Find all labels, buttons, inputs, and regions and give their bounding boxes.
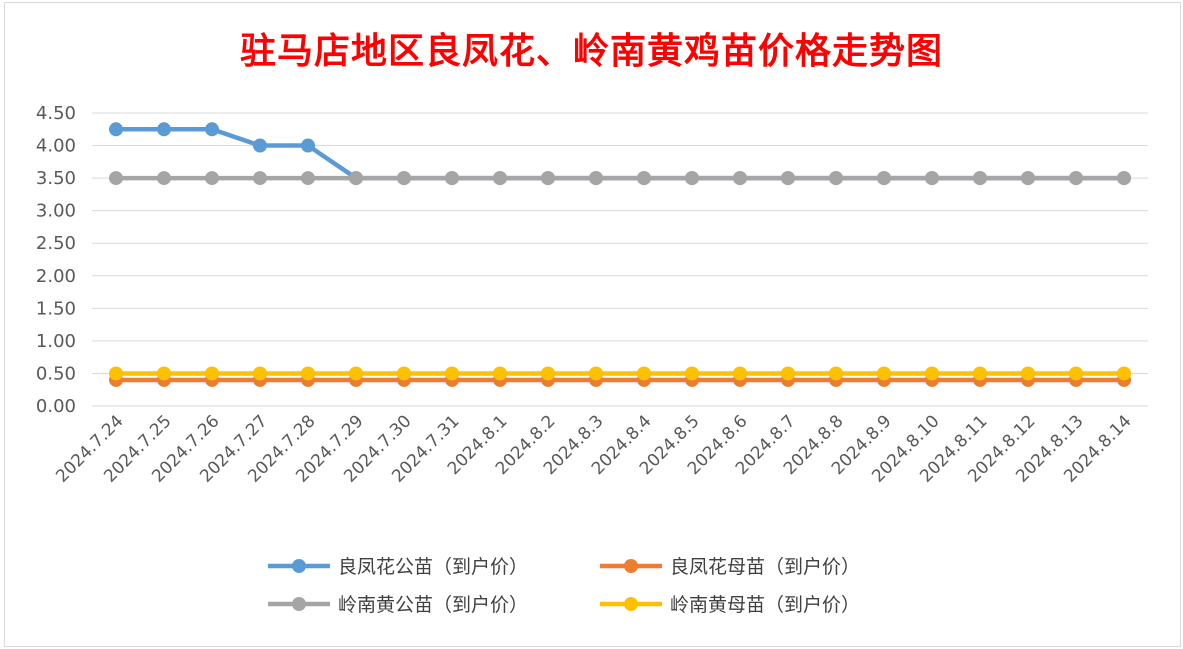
data-point [157,122,171,137]
data-point [253,171,267,186]
y-tick-label: 2.00 [36,266,76,287]
y-tick-label: 2.50 [36,233,76,254]
data-point [109,171,123,186]
data-point [925,171,939,186]
data-point [205,122,219,137]
y-tick-label: 1.50 [36,298,76,319]
data-point [877,171,891,186]
legend-swatch-marker [624,559,638,573]
data-point [1021,366,1035,381]
data-point [301,171,315,186]
data-point [397,171,411,186]
data-point [973,171,987,186]
data-point [397,366,411,381]
data-point [205,171,219,186]
data-point [109,122,123,137]
y-tick-label: 0.00 [36,396,76,417]
y-tick-label: 4.00 [36,136,76,157]
data-point [253,138,267,153]
y-tick-label: 4.50 [36,103,76,124]
data-point [157,171,171,186]
legend-swatch-marker [292,597,306,611]
data-point [685,366,699,381]
legend-swatch-marker [292,559,306,573]
data-point [205,366,219,381]
chart-title: 驻马店地区良凤花、岭南黄鸡苗价格走势图 [239,30,943,72]
data-point [541,366,555,381]
data-point [1117,366,1131,381]
chart-frame [4,2,1181,647]
data-point [925,366,939,381]
data-point [1117,171,1131,186]
legend-label: 岭南黄公苗（到户价） [338,594,528,616]
data-point [445,366,459,381]
legend-label: 岭南黄母苗（到户价） [670,594,860,616]
data-point [349,171,363,186]
data-point [301,138,315,153]
legend-label: 良凤花母苗（到户价） [670,556,860,578]
data-point [829,366,843,381]
y-tick-label: 0.50 [36,363,76,384]
y-tick-label: 3.00 [36,201,76,222]
data-point [109,366,123,381]
legend-swatch-marker [624,597,638,611]
data-point [493,366,507,381]
data-point [253,366,267,381]
data-point [829,171,843,186]
data-point [301,366,315,381]
data-point [1069,171,1083,186]
data-point [637,171,651,186]
data-point [973,366,987,381]
data-point [733,171,747,186]
data-point [733,366,747,381]
data-point [157,366,171,381]
series-line [116,127,1124,181]
data-point [685,171,699,186]
y-tick-label: 1.00 [36,331,76,352]
y-tick-label: 3.50 [36,168,76,189]
data-point [445,171,459,186]
data-point [1069,366,1083,381]
data-point [589,171,603,186]
data-point [1021,171,1035,186]
data-point [349,366,363,381]
data-point [781,171,795,186]
legend-label: 良凤花公苗（到户价） [338,556,528,578]
data-point [493,171,507,186]
data-point [781,366,795,381]
data-point [637,366,651,381]
data-point [877,366,891,381]
data-point [541,171,555,186]
data-point [589,366,603,381]
